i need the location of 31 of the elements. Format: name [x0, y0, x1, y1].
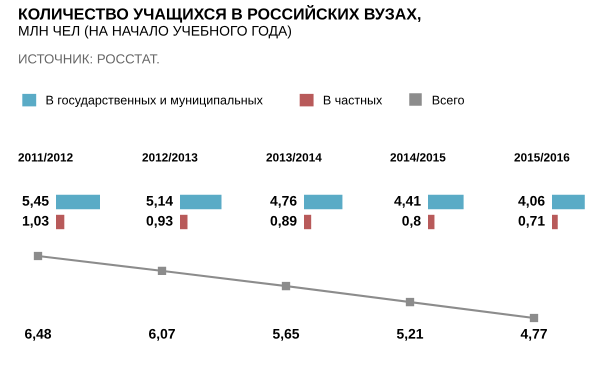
data-label: 4,76 [270, 196, 297, 208]
text: ИСТОЧНИК: РОССТАТ. [19, 54, 159, 64]
data-label: 0,8 [402, 216, 421, 228]
data-label: 4,06 [518, 196, 545, 208]
legend-label: Всего [432, 96, 464, 105]
data-label: 5,45 [22, 196, 49, 208]
chart-title: 2015/2016 [514, 152, 570, 162]
data-label: 5,14 [146, 196, 173, 208]
point [530, 314, 538, 322]
point [158, 266, 166, 276]
data-label: 4,41 [394, 196, 421, 208]
data-label: 5,21 [396, 328, 424, 341]
data-label: 6,07 [148, 328, 175, 341]
chart-title: 2014/2015 [390, 152, 446, 162]
data-label: 0,89 [270, 216, 297, 228]
data-label: 0,93 [146, 216, 173, 228]
text: МЛН ЧЕЛ (НА НАЧАЛО УЧЕБНОГО ГОДА) [19, 26, 292, 38]
chart-title: 2012/2013 [142, 152, 198, 162]
data-label: 0,71 [518, 216, 545, 228]
point [406, 298, 414, 306]
text: КОЛИЧЕСТВО УЧАЩИХСЯ В РОССИЙСКИХ ВУЗАХ, [19, 5, 420, 23]
point [282, 282, 290, 290]
data-label: 5,65 [272, 328, 300, 341]
data-label: 4,77 [520, 329, 547, 341]
point [34, 252, 42, 260]
legend-label: В государственных и муниципальных [46, 96, 263, 107]
chart-title: 2011/2012 [18, 152, 73, 162]
legend-label: В частных [324, 96, 382, 105]
data-label: 6,48 [24, 328, 52, 341]
data-label: 1,03 [22, 216, 49, 228]
chart-title: 2013/2014 [266, 152, 322, 162]
